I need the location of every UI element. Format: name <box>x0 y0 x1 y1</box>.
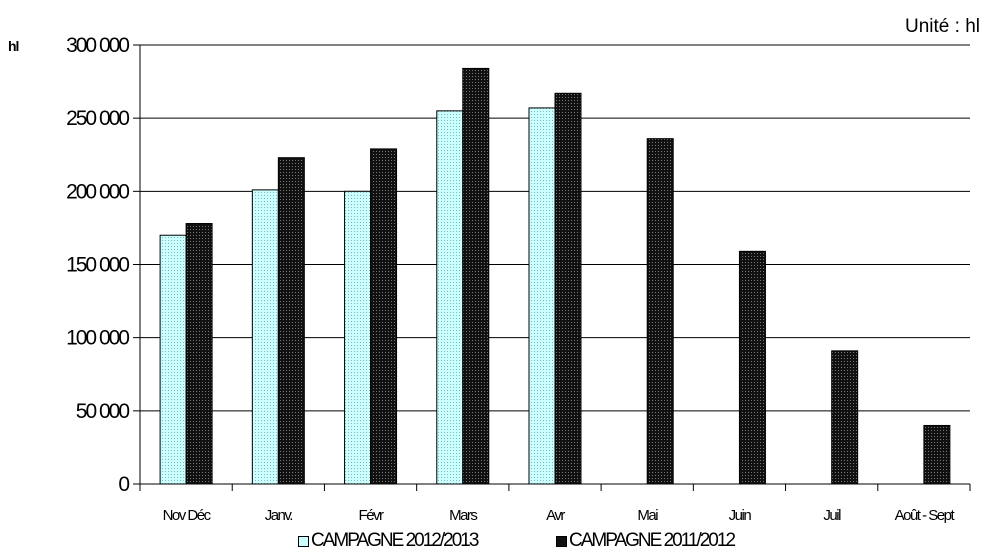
x-tick-label: Avr <box>546 507 565 524</box>
bar-2011-2012 <box>185 223 213 485</box>
x-tick-labels: Nov Déc Janv. Févr Mars Avr Mai Juin Juil Août -… <box>163 507 957 524</box>
x-tick-label: Mai <box>637 507 658 524</box>
y-tick-label: 100 000 <box>66 327 129 350</box>
bar-2012-2013 <box>344 190 372 485</box>
x-tick-label: Juin <box>729 507 752 524</box>
y-tick-label: 300 000 <box>66 34 129 57</box>
bar-2012-2013 <box>159 234 187 485</box>
x-tick-label: Nov Déc <box>163 507 212 524</box>
bar-2012-2013 <box>251 189 279 485</box>
legend-swatch-2012-2013 <box>298 535 309 547</box>
bar-2011-2012 <box>738 250 766 485</box>
y-tick-label: 200 000 <box>66 180 129 203</box>
bar-2011-2012 <box>277 157 305 485</box>
y-tick-labels: 0 50 000 100 000 150 000 200 000 250 000 300 0… <box>66 34 131 496</box>
legend-swatch-2011-2012 <box>556 535 567 547</box>
bars <box>159 67 951 485</box>
bar-2011-2012 <box>462 67 490 485</box>
y-tick-label: 250 000 <box>66 107 129 130</box>
y-tick-label: 150 000 <box>66 254 129 277</box>
legend: CAMPAGNE 2012/2013 CAMPAGNE 2011/2012 <box>0 530 988 556</box>
y-axis-label: hl <box>8 38 19 54</box>
x-tick-label: Févr <box>359 507 385 524</box>
y-tick-label: 0 <box>118 473 129 496</box>
legend-item-2012-2013: CAMPAGNE 2012/2013 <box>298 530 479 552</box>
legend-label-2011-2012: CAMPAGNE 2011/2012 <box>569 530 736 551</box>
x-tick-label: Juil <box>823 507 841 524</box>
bar-2011-2012 <box>831 350 859 485</box>
bar-2011-2012 <box>646 138 674 485</box>
axes <box>133 44 971 491</box>
y-tick-label: 50 000 <box>76 400 130 423</box>
bar-2012-2013 <box>528 107 556 485</box>
bar-2012-2013 <box>436 110 464 485</box>
x-tick-label: Mars <box>449 507 477 524</box>
unit-note: Unité : hl <box>905 16 980 37</box>
x-tick-label: Août - Sept <box>895 507 956 524</box>
bar-2011-2012 <box>554 92 582 485</box>
bar-2011-2012 <box>923 424 951 485</box>
legend-item-2011-2012: CAMPAGNE 2011/2012 <box>556 530 736 552</box>
bar-2011-2012 <box>370 148 398 485</box>
x-tick-label: Janv. <box>265 507 293 524</box>
legend-label-2012-2013: CAMPAGNE 2012/2013 <box>311 530 479 551</box>
